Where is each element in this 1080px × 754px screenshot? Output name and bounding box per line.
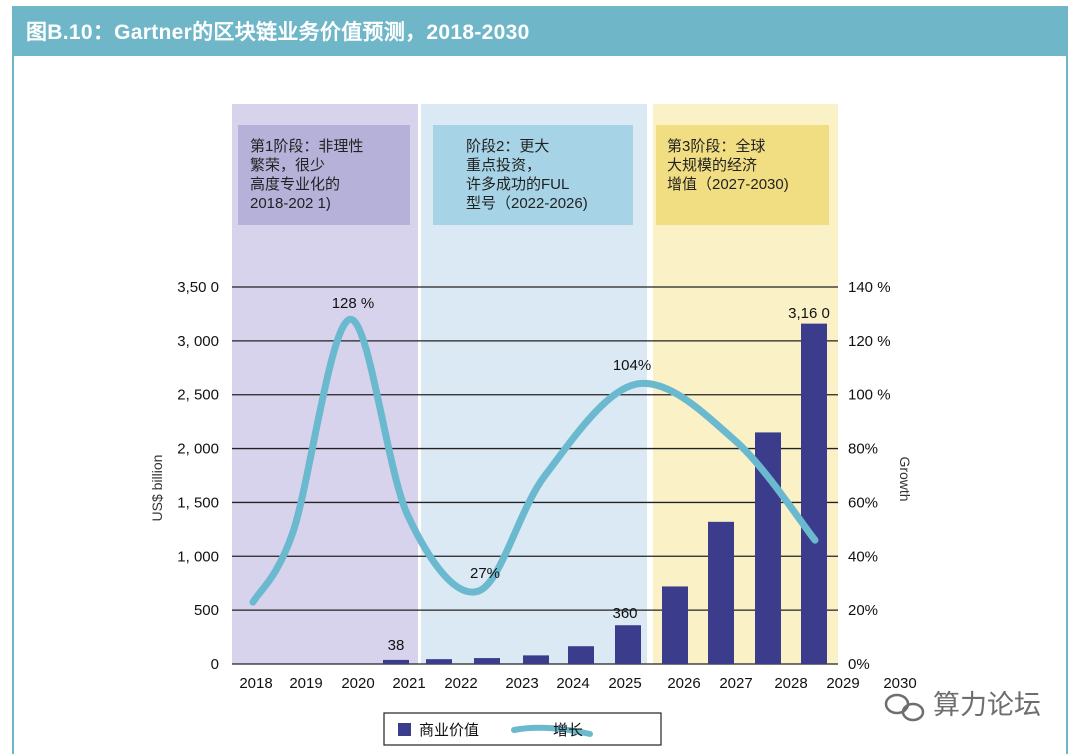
x-tick-label: 2026: [667, 675, 700, 692]
y2-tick-label: 100 %: [848, 387, 891, 404]
y2-tick-label: 40%: [848, 548, 878, 565]
y-tick-label: 2, 500: [177, 387, 219, 404]
legend-line-label: 增长: [553, 722, 583, 739]
bar-value-label: 3,16 0: [788, 305, 830, 322]
phase-1-text-line: 繁荣，很少: [250, 157, 325, 174]
bar-2028: [708, 521, 734, 664]
legend-line-swatch: [511, 724, 593, 737]
watermark-text: 算力论坛: [933, 690, 1041, 720]
phase-2-box: [433, 125, 633, 225]
x-tick-label: 2021: [392, 675, 425, 692]
y2-tick-label: 60%: [848, 494, 878, 511]
x-tick-label: 2028: [774, 675, 807, 692]
figure-title: 图B.10：Gartner的区块链业务价值预测，2018-2030: [26, 21, 530, 44]
legend: 商业价值 增长: [383, 712, 662, 746]
title-bar: 图B.10：Gartner的区块链业务价值预测，2018-2030: [12, 6, 1068, 56]
growth-value-label: 128 %: [332, 295, 375, 312]
bar-2021: [383, 659, 409, 664]
y2-tick-label: 140 %: [848, 279, 891, 296]
phase-3-text-line: 大规模的经济: [667, 157, 757, 174]
phase-1-box: [238, 125, 410, 225]
bar-2023: [474, 658, 500, 664]
figure-frame: [12, 56, 1068, 754]
y2-tick-label: 20%: [848, 602, 878, 619]
x-tick-label: 2022: [444, 675, 477, 692]
y-tick-label: 2, 000: [177, 441, 219, 458]
legend-bar-label: 商业价值: [419, 722, 479, 739]
wechat-icon: [884, 693, 910, 715]
growth-value-label: 104%: [613, 357, 651, 374]
phase-3-text-line: 第3阶段：全球: [667, 137, 765, 155]
bar-2024: [523, 655, 549, 664]
y-tick-label: 1, 500: [177, 494, 219, 511]
phase-2-text-line: 阶段2：更大: [466, 138, 549, 155]
phase-1-text-line: 2018-202 1): [250, 195, 331, 212]
y-tick-label: 500: [194, 602, 219, 619]
phase-2-text-line: 重点投资，: [466, 157, 541, 174]
bar-value-label: 360: [612, 605, 637, 622]
y2-axis-title: Growth: [897, 456, 913, 501]
x-tick-label: 2027: [719, 675, 752, 692]
y-tick-label: 1, 000: [177, 548, 219, 565]
phase-3-box: [656, 125, 829, 225]
y2-tick-label: 80%: [848, 441, 878, 458]
bar-2030: [801, 323, 827, 664]
x-tick-label: 2030: [883, 675, 916, 692]
y2-tick-label: 120 %: [848, 333, 891, 350]
growth-value-label: 27%: [470, 565, 500, 582]
bar-value-label: 38: [388, 637, 405, 654]
phase-2-text-line: 型号（2022-2026): [466, 195, 588, 212]
x-tick-label: 2024: [556, 675, 589, 692]
x-tick-label: 2025: [608, 675, 641, 692]
growth-line: [249, 315, 819, 606]
legend-bar-swatch: [398, 723, 411, 736]
bar-2025: [568, 646, 594, 664]
x-tick-label: 2019: [289, 675, 322, 692]
x-tick-label: 2029: [826, 675, 859, 692]
watermark: 算力论坛: [884, 690, 1041, 722]
y-tick-label: 0: [211, 656, 219, 673]
phase-1-text-line: 高度专业化的: [250, 176, 340, 193]
x-tick-label: 2020: [341, 675, 374, 692]
x-tick-label: 2018: [239, 675, 272, 692]
phase-3-text-line: 增值（2027-2030): [667, 176, 789, 193]
wechat-icon-bubble: [901, 702, 925, 722]
x-tick-label: 2023: [505, 675, 538, 692]
bar-2022: [426, 659, 452, 664]
phase-2-text-line: 许多成功的FUL: [466, 176, 569, 193]
y2-tick-label: 0%: [848, 656, 870, 673]
y-tick-label: 3,50 0: [177, 279, 219, 296]
y-tick-label: 3, 000: [177, 333, 219, 350]
y-axis-title: US$ billion: [149, 455, 165, 522]
bar-2026: [615, 625, 641, 664]
bar-2027: [662, 586, 688, 664]
phase-1-text-line: 第1阶段：非理性: [250, 137, 363, 155]
